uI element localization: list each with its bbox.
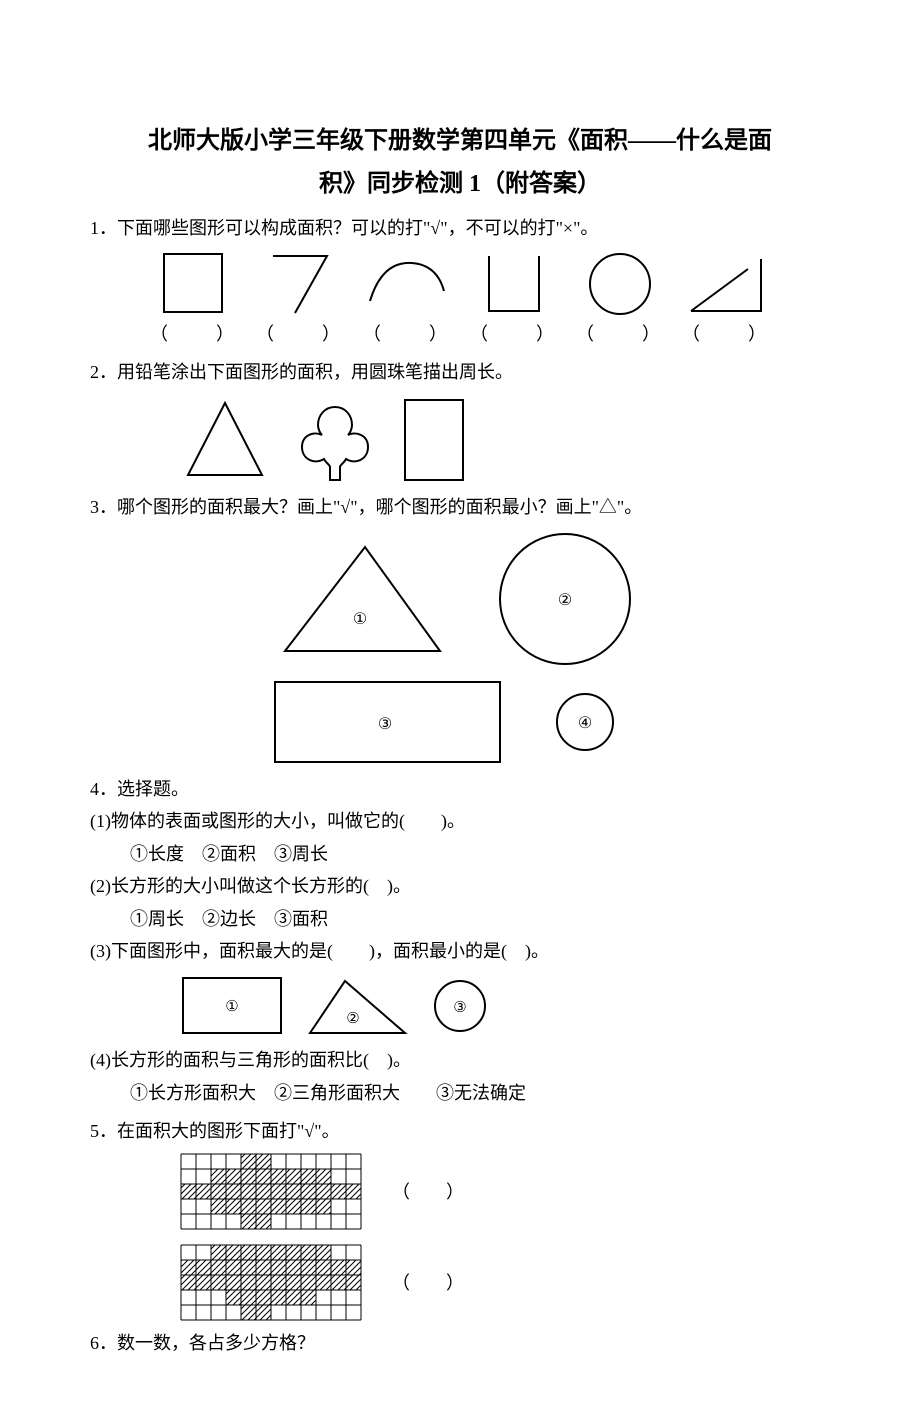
q4-sub3-q: (3)下面图形中，面积最大的是( )，面积最小的是( )。 bbox=[90, 935, 830, 967]
square-icon bbox=[159, 251, 229, 316]
open-triangle-icon bbox=[265, 251, 335, 316]
q4-sub1: (1)物体的表面或图形的大小，叫做它的( )。 ①长度 ②面积 ③周长 bbox=[90, 805, 830, 870]
q1-shape-3: （ ） bbox=[362, 251, 452, 350]
q1-paren-2: （ ） bbox=[256, 318, 344, 350]
triangle-icon bbox=[180, 395, 270, 480]
q3-big-circle-icon: ② bbox=[490, 529, 640, 669]
q3-row2: ③ ④ bbox=[270, 677, 830, 767]
q6: 6．数一数，各占多少方格？ bbox=[90, 1327, 830, 1359]
q2-text: 2．用铅笔涂出下面图形的面积，用圆珠笔描出周长。 bbox=[90, 356, 830, 388]
q5-grid1-icon bbox=[180, 1153, 362, 1230]
open-right-triangle-icon bbox=[686, 251, 766, 316]
q5-grid1-wrap: （ ） bbox=[180, 1153, 830, 1230]
q2: 2．用铅笔涂出下面图形的面积，用圆珠笔描出周长。 bbox=[90, 356, 830, 484]
q1-shape-1: （ ） bbox=[150, 251, 238, 350]
q1-shapes-row: （ ） （ ） （ ） （ ） bbox=[150, 251, 830, 350]
q5-text: 5．在面积大的图形下面打"√"。 bbox=[90, 1115, 830, 1147]
circle-icon bbox=[585, 251, 655, 316]
q3-text: 3．哪个图形的面积最大？画上"√"，哪个图形的面积最小？画上"△"。 bbox=[90, 491, 830, 523]
q1-text: 1．下面哪些图形可以构成面积？可以的打"√"，不可以的打"×"。 bbox=[90, 212, 830, 244]
q4-label-3: ③ bbox=[453, 1000, 466, 1016]
q4-sub4-q: (4)长方形的面积与三角形的面积比( )。 bbox=[90, 1044, 830, 1076]
q3-label-3: ③ bbox=[378, 716, 392, 733]
q1-shape-6: （ ） bbox=[682, 251, 770, 350]
q3-label-1: ① bbox=[353, 611, 367, 628]
q6-text: 6．数一数，各占多少方格？ bbox=[90, 1327, 830, 1359]
q4-sub3-shapes: ① ② ③ bbox=[180, 973, 830, 1038]
q3-label-2: ② bbox=[558, 592, 572, 609]
q1-paren-6: （ ） bbox=[682, 318, 770, 350]
q3-rect-icon: ③ bbox=[270, 677, 510, 767]
q3: 3．哪个图形的面积最大？画上"√"，哪个图形的面积最小？画上"△"。 ① ② ③… bbox=[90, 491, 830, 767]
q4-sub2: (2)长方形的大小叫做这个长方形的( )。 ①周长 ②边长 ③面积 bbox=[90, 870, 830, 935]
arc-icon bbox=[362, 251, 452, 316]
q5-paren-2: （ ） bbox=[392, 1267, 464, 1299]
q1-paren-1: （ ） bbox=[150, 318, 238, 350]
q3-small-circle-icon: ④ bbox=[550, 687, 620, 757]
q2-shapes-row bbox=[180, 395, 830, 485]
q1-paren-5: （ ） bbox=[576, 318, 664, 350]
q3-triangle-icon: ① bbox=[270, 539, 450, 659]
open-u-icon bbox=[479, 251, 549, 316]
q4-text: 4．选择题。 bbox=[90, 773, 830, 805]
page: 北师大版小学三年级下册数学第四单元《面积——什么是面 积》同步检测 1（附答案）… bbox=[0, 0, 920, 1420]
q4-sub3: (3)下面图形中，面积最大的是( )，面积最小的是( )。 ① ② ③ bbox=[90, 935, 830, 1038]
q4-sub4: (4)长方形的面积与三角形的面积比( )。 ①长方形面积大 ②三角形面积大 ③无… bbox=[90, 1044, 830, 1109]
q4-triangle-icon: ② bbox=[305, 973, 410, 1038]
club-icon bbox=[290, 395, 380, 485]
q3-row1: ① ② bbox=[270, 529, 830, 669]
q4-sub1-opts: ①长度 ②面积 ③周长 bbox=[130, 838, 830, 870]
q1-shape-4: （ ） bbox=[470, 251, 558, 350]
title-line-2: 积》同步检测 1（附答案） bbox=[90, 163, 830, 206]
title: 北师大版小学三年级下册数学第四单元《面积——什么是面 积》同步检测 1（附答案） bbox=[90, 120, 830, 206]
q4-sub2-opts: ①周长 ②边长 ③面积 bbox=[130, 903, 830, 935]
q5-grid2-wrap: （ ） bbox=[180, 1244, 830, 1321]
q1-shape-5: （ ） bbox=[576, 251, 664, 350]
q4-sub4-opts: ①长方形面积大 ②三角形面积大 ③无法确定 bbox=[130, 1077, 830, 1109]
q5-paren-1: （ ） bbox=[392, 1176, 464, 1208]
q1-paren-4: （ ） bbox=[470, 318, 558, 350]
title-line-1: 北师大版小学三年级下册数学第四单元《面积——什么是面 bbox=[90, 120, 830, 163]
q4-sub2-q: (2)长方形的大小叫做这个长方形的( )。 bbox=[90, 870, 830, 902]
q4-rect-icon: ① bbox=[180, 973, 285, 1038]
q1: 1．下面哪些图形可以构成面积？可以的打"√"，不可以的打"×"。 （ ） （ ）… bbox=[90, 212, 830, 350]
q4-label-1: ① bbox=[225, 999, 238, 1015]
q4-label-2: ② bbox=[346, 1011, 359, 1027]
q4-sub1-q: (1)物体的表面或图形的大小，叫做它的( )。 bbox=[90, 805, 830, 837]
q5-grid2-icon bbox=[180, 1244, 362, 1321]
q3-label-4: ④ bbox=[578, 715, 592, 732]
q4-circle-icon: ③ bbox=[430, 976, 490, 1036]
q5: 5．在面积大的图形下面打"√"。 （ ） （ ） bbox=[90, 1115, 830, 1321]
rect-icon bbox=[400, 395, 470, 485]
q1-shape-2: （ ） bbox=[256, 251, 344, 350]
q4: 4．选择题。 (1)物体的表面或图形的大小，叫做它的( )。 ①长度 ②面积 ③… bbox=[90, 773, 830, 1109]
q1-paren-3: （ ） bbox=[363, 318, 451, 350]
